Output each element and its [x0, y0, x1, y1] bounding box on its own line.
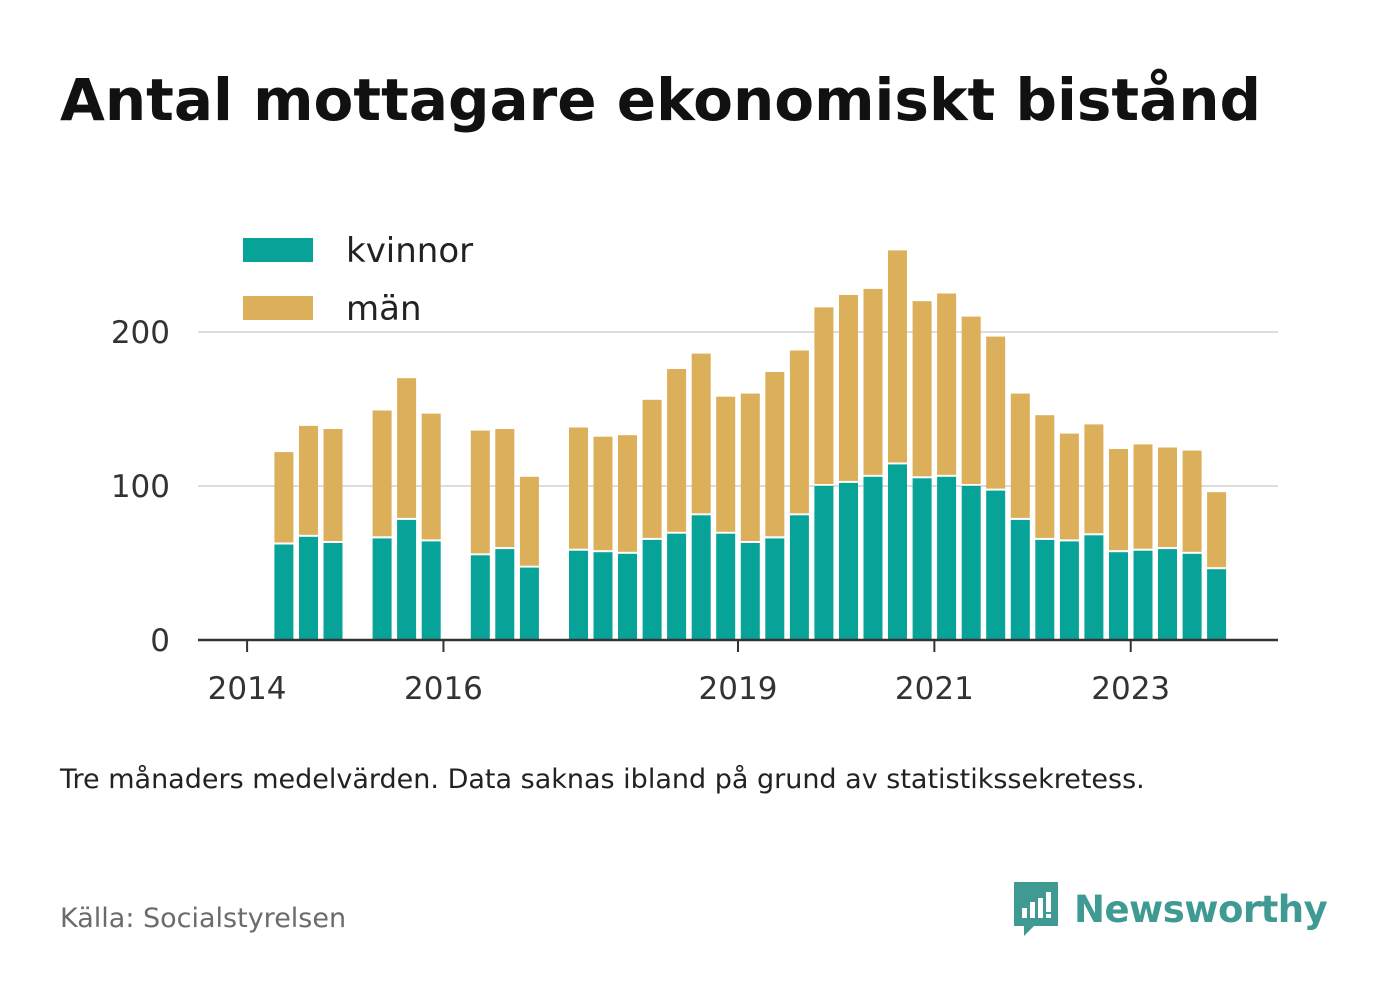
- y-tick-label-0: 0: [150, 623, 170, 659]
- bar-kvinnor-17: [765, 538, 785, 640]
- bar-kvinnor-6: [470, 555, 490, 640]
- legend-swatch-kvinnor: [243, 238, 313, 262]
- bar-man-13: [667, 369, 687, 532]
- bar-kvinnor-29: [1059, 541, 1079, 640]
- bar-man-35: [1207, 492, 1227, 568]
- bar-man-6: [470, 430, 490, 554]
- bar-man-0: [274, 452, 294, 543]
- legend: kvinnor män: [243, 231, 473, 329]
- bar-man-20: [839, 295, 858, 481]
- brand-name: Newsworthy: [1074, 887, 1328, 931]
- bar-man-28: [1035, 415, 1055, 538]
- bar-kvinnor-23: [912, 478, 932, 640]
- bar-kvinnor-7: [495, 549, 515, 640]
- bar-kvinnor-32: [1133, 550, 1153, 640]
- bar-man-4: [397, 378, 417, 518]
- bar-man-16: [740, 393, 760, 541]
- bar-kvinnor-13: [667, 533, 687, 640]
- bar-kvinnor-35: [1207, 569, 1227, 640]
- bar-man-27: [1010, 393, 1030, 518]
- bar-man-33: [1158, 447, 1177, 548]
- bar-man-24: [937, 293, 957, 475]
- bar-kvinnor-24: [937, 476, 957, 640]
- y-tick-label-100: 100: [111, 469, 170, 505]
- bar-man-9: [569, 427, 588, 549]
- bar-kvinnor-1: [299, 536, 318, 640]
- bar-man-11: [618, 435, 637, 552]
- bar-man-34: [1182, 450, 1202, 552]
- bar-man-14: [691, 353, 711, 514]
- bar-man-26: [986, 336, 1006, 489]
- x-tick-label-2023: 2023: [1091, 671, 1170, 707]
- bar-man-5: [421, 413, 441, 540]
- bar-kvinnor-21: [863, 476, 883, 640]
- legend-label-kvinnor: kvinnor: [346, 231, 473, 271]
- bar-kvinnor-14: [691, 515, 711, 640]
- bar-kvinnor-20: [839, 482, 858, 640]
- brand-logo: Newsworthy: [1012, 880, 1328, 938]
- bar-man-29: [1059, 433, 1079, 540]
- x-axis: [198, 638, 1278, 652]
- stacked-bar-chart: 0 100 200 2014 2016 2019 2021 2023 kvinnor män: [111, 231, 1278, 707]
- x-axis-tick-labels: 2014 2016 2019 2021 2023: [208, 671, 1171, 707]
- bar-man-15: [716, 396, 736, 532]
- bar-man-22: [888, 250, 907, 463]
- bar-kvinnor-27: [1010, 519, 1030, 640]
- bar-man-7: [495, 429, 515, 548]
- bar-kvinnor-25: [961, 486, 981, 640]
- bar-kvinnor-4: [397, 519, 417, 640]
- bar-man-19: [814, 307, 834, 484]
- bar-kvinnor-11: [618, 553, 637, 640]
- bar-kvinnor-2: [323, 543, 343, 640]
- bar-man-2: [323, 429, 343, 541]
- bar-man-32: [1133, 444, 1153, 549]
- bar-man-8: [519, 476, 539, 566]
- bar-kvinnor-30: [1084, 535, 1104, 640]
- bar-man-31: [1109, 449, 1128, 551]
- x-tick-label-2019: 2019: [699, 671, 778, 707]
- bar-kvinnor-19: [814, 486, 834, 640]
- bar-kvinnor-5: [421, 541, 441, 640]
- bar-man-23: [912, 301, 932, 477]
- newsworthy-logo-icon: [1014, 882, 1058, 936]
- bar-man-21: [863, 288, 883, 475]
- bar-man-17: [765, 372, 785, 537]
- bar-kvinnor-22: [888, 464, 907, 640]
- legend-swatch-man: [243, 296, 313, 320]
- bar-man-3: [372, 410, 392, 537]
- chart-title: Antal mottagare ekonomiskt bistånd: [60, 66, 1262, 134]
- y-tick-label-200: 200: [111, 315, 170, 351]
- bars: [274, 250, 1227, 640]
- bar-man-12: [642, 399, 662, 538]
- bar-man-25: [961, 316, 981, 484]
- bar-kvinnor-10: [593, 552, 613, 640]
- source-label: Källa: Socialstyrelsen: [60, 903, 347, 934]
- x-tick-label-2021: 2021: [895, 671, 974, 707]
- bar-man-1: [299, 425, 318, 535]
- bar-kvinnor-18: [789, 515, 809, 640]
- bar-kvinnor-8: [519, 567, 539, 640]
- bar-kvinnor-12: [642, 539, 662, 640]
- bar-man-18: [789, 350, 809, 514]
- bar-kvinnor-0: [274, 544, 294, 640]
- bar-kvinnor-31: [1109, 552, 1128, 640]
- x-tick-label-2016: 2016: [404, 671, 483, 707]
- chart-note: Tre månaders medelvärden. Data saknas ib…: [60, 764, 1145, 795]
- bar-kvinnor-33: [1158, 549, 1177, 640]
- x-tick-label-2014: 2014: [208, 671, 287, 707]
- bar-kvinnor-16: [740, 543, 760, 640]
- legend-label-man: män: [346, 289, 422, 329]
- y-axis-tick-labels: 0 100 200: [111, 315, 170, 659]
- bar-man-30: [1084, 424, 1104, 534]
- bar-kvinnor-3: [372, 538, 392, 640]
- bar-kvinnor-15: [716, 533, 736, 640]
- bar-kvinnor-28: [1035, 539, 1055, 640]
- bar-kvinnor-9: [569, 550, 588, 640]
- bar-kvinnor-26: [986, 490, 1006, 640]
- bar-kvinnor-34: [1182, 553, 1202, 640]
- bar-man-10: [593, 436, 613, 551]
